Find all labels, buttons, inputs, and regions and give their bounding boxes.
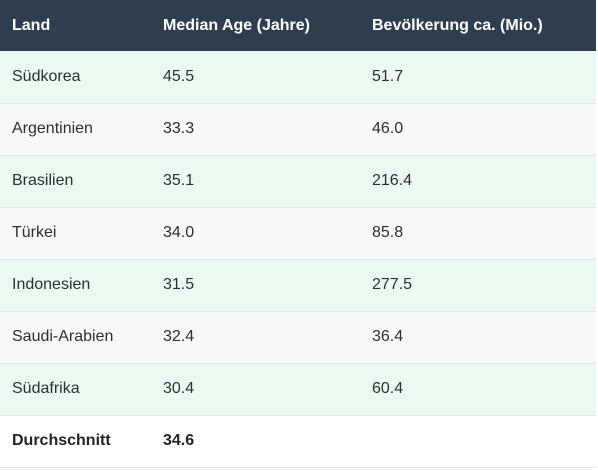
header-population: Bevölkerung ca. (Mio.) <box>372 16 543 34</box>
table-row: Saudi-Arabien 32.4 36.4 <box>0 311 596 363</box>
cell-median-age: 31.5 <box>163 276 195 293</box>
cell-median-age: 45.5 <box>163 67 195 85</box>
cell-population: 36.4 <box>372 328 404 345</box>
total-population <box>361 415 596 467</box>
cell-median-age: 30.4 <box>163 380 195 397</box>
cell-land: Türkei <box>12 224 57 241</box>
table-row: Südkorea 45.5 51.7 <box>0 51 596 103</box>
header-median-age: Median Age (Jahre) <box>163 16 310 34</box>
total-median-age: 34.6 <box>163 432 195 449</box>
cell-population: 60.4 <box>372 380 404 397</box>
cell-median-age: 34.0 <box>163 224 195 241</box>
table-body: Südkorea 45.5 51.7 Argentinien 33.3 46.0… <box>0 51 596 467</box>
cell-population: 85.8 <box>372 224 404 241</box>
cell-land: Argentinien <box>12 120 93 137</box>
cell-land: Brasilien <box>12 172 74 189</box>
cell-population: 46.0 <box>372 120 404 137</box>
table-row: Indonesien 31.5 277.5 <box>0 259 596 311</box>
cell-population: 51.7 <box>372 67 404 85</box>
cell-land: Indonesien <box>12 276 91 293</box>
cell-population: 277.5 <box>372 276 413 293</box>
total-row: Durchschnitt 34.6 <box>0 415 596 467</box>
cell-median-age: 35.1 <box>163 172 195 189</box>
table-row: Brasilien 35.1 216.4 <box>0 155 596 207</box>
cell-land: Südkorea <box>12 67 81 85</box>
cell-median-age: 32.4 <box>163 328 195 345</box>
cell-land: Südafrika <box>12 380 80 397</box>
cell-median-age: 33.3 <box>163 120 195 137</box>
cell-population: 216.4 <box>372 172 413 189</box>
table-row: Argentinien 33.3 46.0 <box>0 103 596 155</box>
cell-land: Saudi-Arabien <box>12 328 114 345</box>
total-label: Durchschnitt <box>12 432 111 449</box>
header-land: Land <box>12 16 51 34</box>
table-header: Land Median Age (Jahre) Bevölkerung ca. … <box>0 0 596 51</box>
header-row: Land Median Age (Jahre) Bevölkerung ca. … <box>0 0 596 51</box>
table-row: Türkei 34.0 85.8 <box>0 207 596 259</box>
table-row: Südafrika 30.4 60.4 <box>0 363 596 415</box>
